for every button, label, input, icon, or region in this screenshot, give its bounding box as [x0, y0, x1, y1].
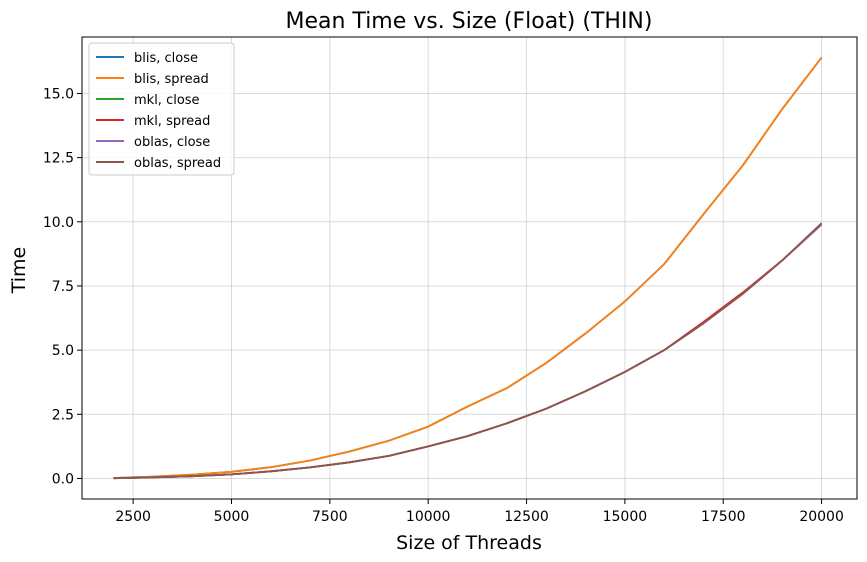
x-tick-label: 15000: [603, 509, 648, 525]
legend-label: mkl, spread: [134, 114, 210, 129]
x-tick-label: 5000: [214, 509, 250, 525]
y-axis-label: Time: [8, 247, 30, 295]
legend: blis, close blis, spread mkl, close mkl, sp…: [88, 42, 235, 176]
series-line-blis-spread: [113, 56, 823, 479]
x-axis-label: Size of Threads: [396, 532, 542, 554]
y-tick-label: 2.5: [52, 407, 74, 423]
legend-label: oblas, close: [134, 135, 210, 150]
x-tick-label: 20000: [799, 509, 844, 525]
y-axis-ticks: 0.0 2.5 5.0 7.5 10.0 12.5 15.0: [43, 86, 82, 487]
legend-label: oblas, spread: [134, 156, 221, 171]
x-axis-ticks: 2500 5000 7500 10000 12500 15000 17500 20000: [115, 499, 844, 525]
y-tick-label: 0.0: [52, 471, 74, 487]
series-lines: [113, 56, 823, 480]
legend-box: [88, 42, 235, 176]
grid: [82, 37, 857, 499]
x-tick-label: 12500: [504, 509, 549, 525]
legend-label: blis, spread: [134, 72, 209, 87]
plot-frame: [81, 36, 858, 500]
legend-label: blis, close: [134, 51, 198, 66]
y-tick-label: 15.0: [43, 86, 74, 102]
y-tick-label: 7.5: [52, 279, 74, 295]
chart-title: Mean Time vs. Size (Float) (THIN): [286, 9, 653, 34]
legend-label: mkl, close: [134, 93, 200, 108]
y-tick-label: 12.5: [43, 151, 74, 167]
x-tick-label: 7500: [312, 509, 348, 525]
series-line-oblas-spread: [113, 222, 823, 480]
x-tick-label: 17500: [701, 509, 746, 525]
x-tick-label: 2500: [115, 509, 151, 525]
y-tick-label: 10.0: [43, 215, 74, 231]
y-tick-label: 5.0: [52, 343, 74, 359]
x-tick-label: 10000: [406, 509, 451, 525]
